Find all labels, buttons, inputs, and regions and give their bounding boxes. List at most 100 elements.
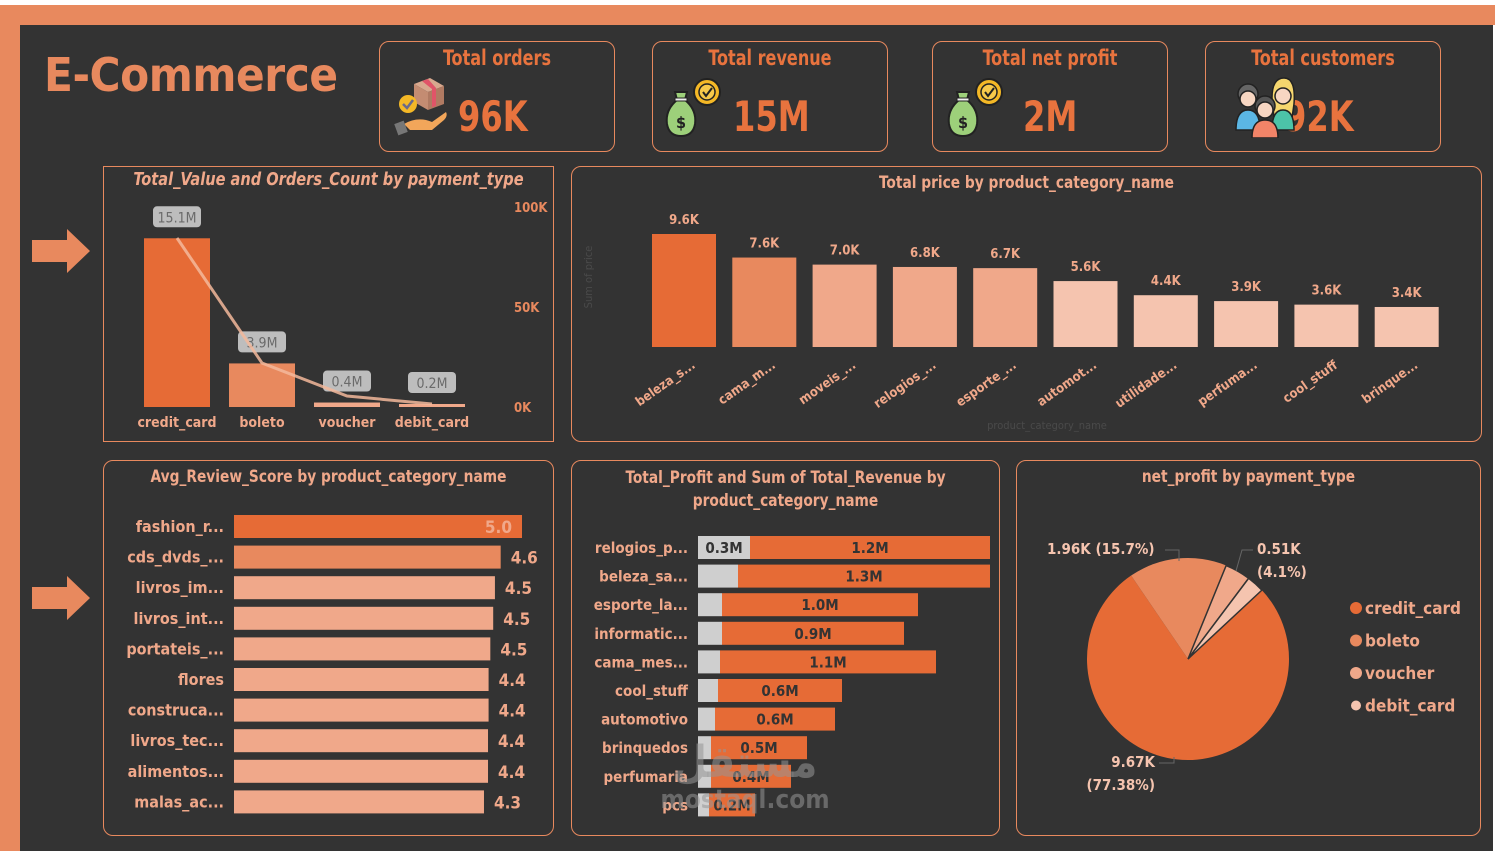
bar-review-score: [234, 759, 489, 783]
bar-price: [812, 264, 877, 347]
data-label-revenue: 0.6M: [756, 711, 793, 729]
bar-total-value: [144, 238, 210, 407]
kpi-label: Total customers: [1251, 46, 1395, 70]
dashboard-title: E-Commerce: [44, 48, 338, 102]
data-label: 4.4: [498, 732, 525, 752]
data-label: 4.4: [499, 671, 526, 691]
x-tick-label: esporte_...: [954, 358, 1020, 410]
kpi-total-revenue[interactable]: Total revenue $ 15M: [652, 41, 888, 152]
kpi-total-net-profit[interactable]: Total net profit $ 2M: [932, 41, 1168, 152]
x-tick-label: perfuma...: [1195, 358, 1260, 410]
y-tick-label: brinquedos: [602, 739, 688, 757]
data-label-profit: 0.3M: [705, 539, 742, 557]
y-tick-label: informatic...: [594, 625, 688, 643]
x-tick-label: debit_card: [395, 415, 469, 431]
x-tick-label: utilidade...: [1113, 358, 1180, 411]
data-label: 7.0K: [830, 244, 861, 259]
chart-profit-revenue: Total_Profit and Sum of Total_Revenue by…: [571, 460, 1000, 836]
data-label-revenue: 1.3M: [845, 568, 882, 586]
y-tick-label: construca...: [128, 701, 224, 720]
pie-data-label: (77.38%): [1086, 776, 1155, 794]
chart-title: net_profit by payment_type: [1141, 467, 1356, 487]
leader-line: [1159, 757, 1175, 764]
y-tick-label: flores: [178, 670, 224, 689]
bar-price: [973, 268, 1038, 347]
bar-review-score: [234, 545, 501, 569]
money-bag-icon: $: [947, 78, 1003, 138]
bar-review-score: [234, 668, 489, 691]
y-tick-label: beleza_sa...: [599, 568, 688, 586]
bar-total-value: [314, 402, 380, 407]
bar-total-revenue: [718, 679, 842, 702]
legend-marker: [1350, 667, 1362, 679]
y-tick-label: cama_mes...: [594, 653, 688, 671]
bar-total-revenue: [738, 564, 990, 588]
chart-title: Total_Value and Orders_Count by payment_…: [133, 169, 524, 190]
price-chart-svg: Sum of price product_category_name 9.6K bel…: [582, 213, 1439, 432]
y-tick-label: cool_stuff: [615, 682, 689, 700]
kpi-label: Total net profit: [982, 46, 1118, 70]
data-label: 4.4: [498, 763, 525, 783]
left-frame-band: [0, 5, 20, 851]
y2-tick-label: 100K: [514, 201, 548, 216]
watermark-arabic: مستقل: [672, 737, 818, 788]
watermark-latin: mostaql.com: [660, 785, 830, 815]
bar-price: [1294, 304, 1359, 347]
bar-total-revenue: [711, 736, 807, 760]
pie-slice-boleto: [1131, 558, 1227, 659]
bar-total-revenue: [711, 764, 791, 788]
line-orders-count: [175, 237, 433, 406]
bar-total-profit: [698, 736, 711, 760]
leader-line: [1235, 549, 1253, 572]
x-tick-label: moveis_...: [796, 358, 859, 408]
data-label: 4.5: [505, 579, 532, 599]
x-tick-label: beleza_s...: [633, 358, 698, 410]
bar-total-value: [229, 363, 295, 407]
bar-price: [652, 234, 716, 347]
arrow-right-icon: [32, 576, 90, 620]
bar-total-revenue: [722, 593, 918, 617]
legend-marker: [1350, 634, 1362, 647]
legend-label: credit_card: [1365, 599, 1461, 619]
bar-total-profit: [698, 679, 718, 702]
x-tick-label: voucher: [318, 415, 376, 431]
x-tick-label: brinque...: [1360, 358, 1421, 407]
pie-slice-debit-card: [1187, 577, 1263, 660]
bar-review-score: [234, 576, 495, 600]
kpi-total-customers[interactable]: Total customers 92K: [1205, 41, 1441, 152]
data-label: 3.9K: [1231, 280, 1262, 295]
chart-price-by-category: Total price by product_category_name Sum…: [571, 166, 1482, 442]
data-label: 6.8K: [910, 246, 941, 261]
y-tick-label: alimentos...: [128, 762, 224, 781]
data-label-box: [153, 206, 201, 228]
pie-chart-svg: 1.96K (15.7%) 0.51K (4.1%) 9.67K (77.38%) cre…: [1047, 540, 1461, 794]
y-tick-label: fashion_r...: [136, 517, 224, 536]
package-hand-icon: [394, 78, 447, 136]
chart-title: Total_Profit and Sum of Total_Revenue by…: [625, 468, 946, 511]
bar-total-profit: [698, 621, 722, 645]
data-label-revenue: 1.2M: [851, 539, 888, 557]
bar-review-score: [234, 698, 489, 722]
kpi-value: 2M: [1023, 92, 1078, 141]
legend-marker: [1350, 602, 1362, 614]
data-label: 4.5: [503, 610, 530, 630]
profit-revenue-chart-svg: relogios_p... 0.3M 1.2M beleza_sa... 1.3M esp…: [594, 536, 990, 817]
y-tick-label: livros_tec...: [130, 731, 224, 750]
y-tick-label: livros_im...: [136, 578, 224, 597]
data-label-revenue: 0.5M: [740, 739, 777, 757]
data-label: 4.6: [511, 549, 538, 569]
people-group-icon: [1235, 77, 1296, 138]
bar-total-value: [399, 404, 465, 407]
bar-price: [892, 266, 957, 347]
bar-price: [1214, 301, 1279, 347]
y-tick-label: relogios_p...: [595, 539, 688, 557]
bar-review-score: [234, 606, 494, 630]
kpi-total-orders[interactable]: Total orders 96K: [379, 41, 615, 152]
payment-chart-svg: credit_card 15.1M boleto 3.9M voucher 0.4M deb…: [137, 201, 548, 431]
bar-review-score: [234, 515, 522, 538]
pie-data-label: 1.96K (15.7%): [1047, 540, 1155, 558]
data-label: 4.4: [499, 702, 526, 722]
bar-total-profit: [698, 650, 720, 674]
data-label: 15.1M: [158, 210, 197, 226]
data-label: 3.4K: [1392, 286, 1423, 301]
